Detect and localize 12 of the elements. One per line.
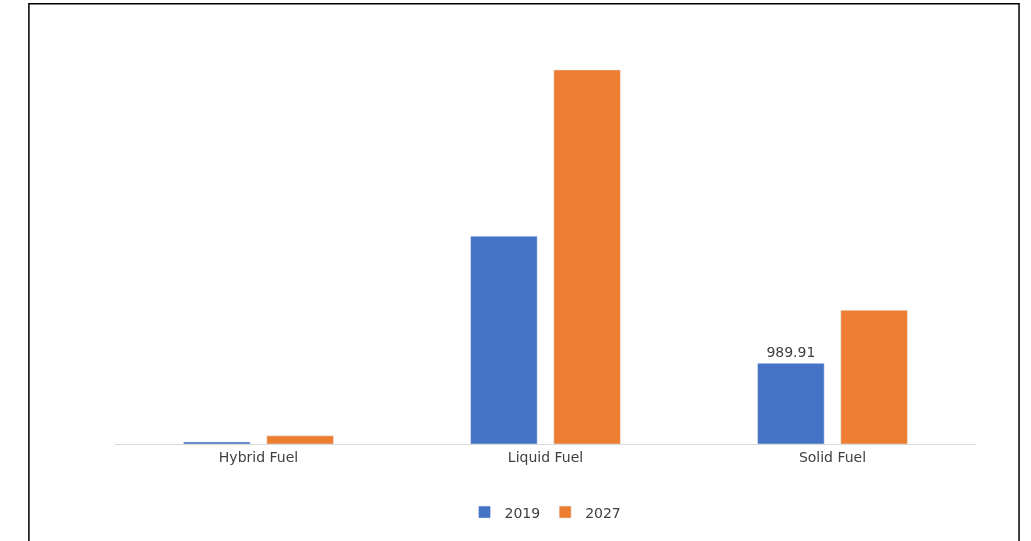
bar	[266, 435, 334, 444]
bar	[840, 310, 908, 444]
x-tick-label: Liquid Fuel	[507, 448, 584, 465]
bar	[757, 363, 825, 444]
x-tick-label: Hybrid Fuel	[218, 448, 299, 465]
bar	[183, 441, 251, 444]
legend-label: 2027	[585, 504, 621, 521]
data-label: 989.91	[766, 344, 816, 361]
legend-label: 2019	[504, 504, 541, 521]
x-tick-label: Solid Fuel	[798, 448, 867, 465]
bar	[553, 69, 621, 444]
bar	[470, 235, 538, 444]
